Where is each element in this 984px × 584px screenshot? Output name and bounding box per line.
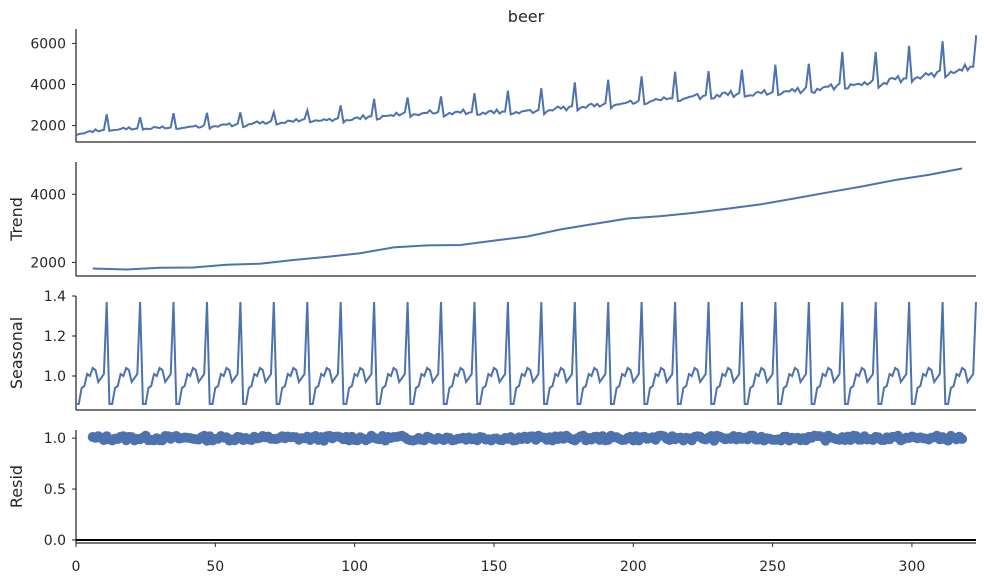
x-tick-label: 300	[899, 559, 926, 575]
y-tick-label: 0.0	[44, 533, 66, 549]
x-tick-label: 100	[341, 559, 368, 575]
y-tick-label: 2000	[30, 119, 66, 135]
y-tick-label: 1.0	[44, 431, 66, 447]
y-tick-label: 2000	[30, 255, 66, 271]
seasonal-series-line	[76, 301, 977, 405]
x-tick-label: 150	[481, 559, 508, 575]
chart-title: beer	[508, 7, 545, 26]
panel-observed: 2000 4000 6000	[30, 29, 977, 143]
y-tick-label: 1.2	[44, 329, 66, 345]
y-axis-label: Seasonal	[7, 317, 26, 389]
resid-point	[957, 434, 968, 444]
trend-series-line	[92, 167, 963, 271]
x-tick-label: 250	[759, 559, 786, 575]
x-tick-label: 200	[620, 559, 647, 575]
y-tick-label: 6000	[30, 36, 66, 52]
y-tick-label: 1.4	[44, 289, 66, 305]
chart-panels: 20004000600020004000Trend1.01.21.4Season…	[7, 29, 977, 575]
panel-seasonal: 1.0 1.2 1.4 Seasonal	[7, 289, 977, 411]
panel-resid: 0.0 0.5 1.0 Resid 0 50 100 150 200 250 300	[7, 430, 976, 575]
y-tick-label: 0.5	[44, 482, 66, 498]
y-tick-label: 4000	[30, 187, 66, 203]
y-axis-label: Resid	[7, 465, 26, 508]
x-tick-label: 0	[72, 559, 81, 575]
x-tick-label: 50	[206, 559, 224, 575]
y-tick-label: 4000	[30, 77, 66, 93]
y-axis-label: Trend	[7, 197, 26, 242]
observed-series-line	[75, 35, 977, 137]
y-tick-label: 1.0	[44, 369, 66, 385]
